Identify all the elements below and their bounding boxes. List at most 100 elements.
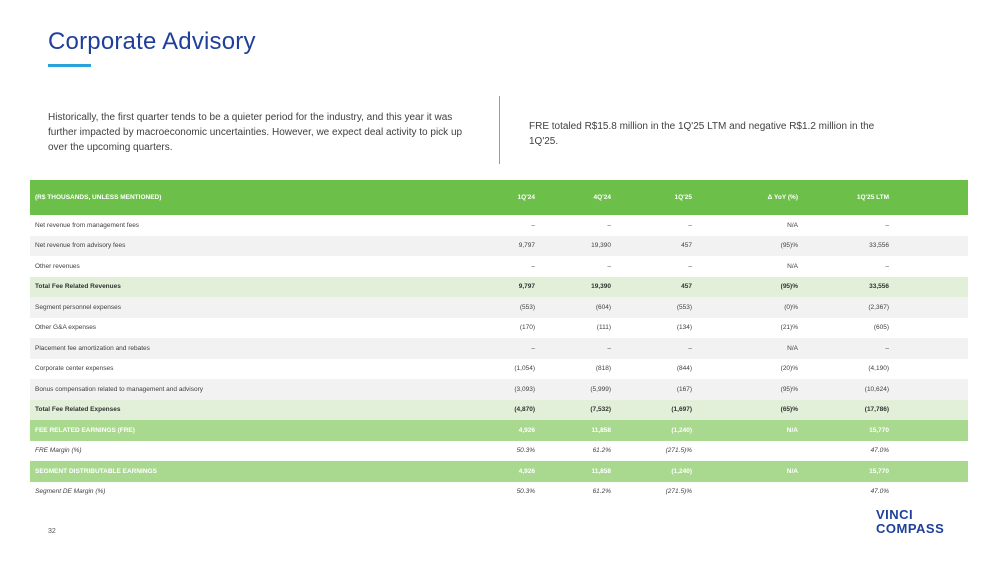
cell-value: (604) xyxy=(595,303,611,311)
cell-value: – xyxy=(688,221,692,229)
cell-value: 4,926 xyxy=(518,467,535,475)
table-body: Net revenue from management fees – – – N/A – N… xyxy=(30,215,968,502)
cell-value: (1,240) xyxy=(671,426,692,434)
table-row: FRE Margin (%) 50.3% 61.2% (271.5)% 47.0% xyxy=(30,440,968,461)
cell-value: – xyxy=(531,262,535,270)
cell-value: – xyxy=(607,262,611,270)
table-row: FEE RELATED EARNINGS (FRE) 4,926 11,858 (1,… xyxy=(30,420,968,441)
cell-value: (271.5)% xyxy=(665,447,692,455)
column-header: (R$ THOUSANDS, UNLESS MENTIONED) xyxy=(35,194,162,201)
cell-value: – xyxy=(688,344,692,352)
table-row: Other revenues – – – N/A – xyxy=(30,256,968,277)
cell-value: 11,858 xyxy=(591,426,611,434)
cell-value: 19,390 xyxy=(591,242,611,250)
cell-value: (95)% xyxy=(780,242,798,250)
vinci-compass-logo: VINCI COMPASS xyxy=(876,508,944,536)
row-label: Other revenues xyxy=(35,262,80,270)
cell-value: (134) xyxy=(676,324,692,332)
cell-value: N/A xyxy=(786,426,798,434)
row-label: Other G&A expenses xyxy=(35,324,97,332)
row-label: Net revenue from management fees xyxy=(35,221,140,229)
cell-value: 50.3% xyxy=(516,488,535,496)
row-label: SEGMENT DISTRIBUTABLE EARNINGS xyxy=(35,467,157,475)
cell-value: N/A xyxy=(787,262,798,270)
cell-value: 457 xyxy=(681,242,692,250)
vertical-divider xyxy=(499,96,500,164)
cell-value: (10,624) xyxy=(864,385,889,393)
table-header-row: (R$ THOUSANDS, UNLESS MENTIONED) 1Q'24 4… xyxy=(30,180,968,215)
cell-value: (818) xyxy=(595,365,611,373)
logo-line-2: COMPASS xyxy=(876,521,945,536)
cell-value: (5,999) xyxy=(590,385,611,393)
cell-value: (170) xyxy=(519,324,535,332)
cell-value: N/A xyxy=(787,221,798,229)
financial-table: (R$ THOUSANDS, UNLESS MENTIONED) 1Q'24 4… xyxy=(30,180,968,502)
row-label: Segment DE Margin (%) xyxy=(35,488,106,496)
cell-value: (21)% xyxy=(780,324,798,332)
cell-value: (605) xyxy=(873,324,889,332)
table-row: Bonus compensation related to management… xyxy=(30,379,968,400)
cell-value: (95)% xyxy=(780,385,798,393)
cell-value: 61.2% xyxy=(592,447,611,455)
cell-value: (7,532) xyxy=(590,406,611,414)
table-row: SEGMENT DISTRIBUTABLE EARNINGS 4,926 11,85… xyxy=(30,461,968,482)
cell-value: (844) xyxy=(676,365,692,373)
cell-value: – xyxy=(885,221,889,229)
cell-value: (1,240) xyxy=(671,467,692,475)
cell-value: 9,797 xyxy=(518,242,535,250)
cell-value: (111) xyxy=(596,324,611,332)
table-row: Segment DE Margin (%) 50.3% 61.2% (271.5)% 4… xyxy=(30,481,968,502)
row-label: Bonus compensation related to management… xyxy=(35,385,204,393)
table-row: Placement fee amortization and rebates – –… xyxy=(30,338,968,359)
cell-value: (271.5)% xyxy=(665,488,692,496)
cell-value: 11,858 xyxy=(591,467,611,475)
cell-value: (1,697) xyxy=(671,406,692,414)
row-label: Segment personnel expenses xyxy=(35,303,122,311)
cell-value: 61.2% xyxy=(592,488,611,496)
page-title: Corporate Advisory xyxy=(48,28,256,55)
row-label: Total Fee Related Revenues xyxy=(35,283,121,291)
cell-value: (3,093) xyxy=(514,385,535,393)
cell-value: – xyxy=(607,221,611,229)
row-label: Total Fee Related Expenses xyxy=(35,406,121,414)
intro-text-left: Historically, the first quarter tends to… xyxy=(48,112,463,153)
cell-value: (4,870) xyxy=(514,406,535,414)
column-header: 1Q'24 xyxy=(517,194,535,201)
column-header: 1Q'25 xyxy=(674,194,692,201)
cell-value: 457 xyxy=(681,283,692,291)
row-label: Corporate center expenses xyxy=(35,365,114,373)
cell-value: (2,367) xyxy=(868,303,889,311)
cell-value: (65)% xyxy=(780,406,798,414)
table-row: Net revenue from management fees – – – N/A – xyxy=(30,215,968,236)
cell-value: 15,770 xyxy=(869,467,889,475)
cell-value: (553) xyxy=(676,303,692,311)
cell-value: 33,556 xyxy=(869,242,889,250)
table-row: Total Fee Related Revenues 9,797 19,390 457… xyxy=(30,276,968,297)
cell-value: – xyxy=(531,221,535,229)
cell-value: 19,390 xyxy=(591,283,611,291)
column-header: Δ YoY (%) xyxy=(767,194,798,201)
logo-line-1: VINCI xyxy=(876,507,914,522)
column-header: 4Q'24 xyxy=(593,194,611,201)
table-row: Other G&A expenses (170) (111) (134) (21)% (6… xyxy=(30,317,968,338)
table-row: Total Fee Related Expenses (4,870) (7,532)… xyxy=(30,399,968,420)
cell-value: – xyxy=(885,262,889,270)
page-number: 32 xyxy=(48,528,56,535)
cell-value: (17,786) xyxy=(864,406,889,414)
cell-value: 47.0% xyxy=(870,488,889,496)
table-row: Segment personnel expenses (553) (604) (553… xyxy=(30,297,968,318)
cell-value: N/A xyxy=(787,344,798,352)
cell-value: 50.3% xyxy=(516,447,535,455)
cell-value: 47.0% xyxy=(870,447,889,455)
cell-value: 4,926 xyxy=(518,426,535,434)
row-label: FEE RELATED EARNINGS (FRE) xyxy=(35,426,135,434)
cell-value: (167) xyxy=(676,385,692,393)
cell-value: 9,797 xyxy=(518,283,535,291)
cell-value: – xyxy=(885,344,889,352)
cell-value: – xyxy=(688,262,692,270)
row-label: FRE Margin (%) xyxy=(35,447,82,455)
title-underline xyxy=(48,64,91,67)
cell-value: N/A xyxy=(786,467,798,475)
row-label: Placement fee amortization and rebates xyxy=(35,344,150,352)
cell-value: (553) xyxy=(519,303,535,311)
